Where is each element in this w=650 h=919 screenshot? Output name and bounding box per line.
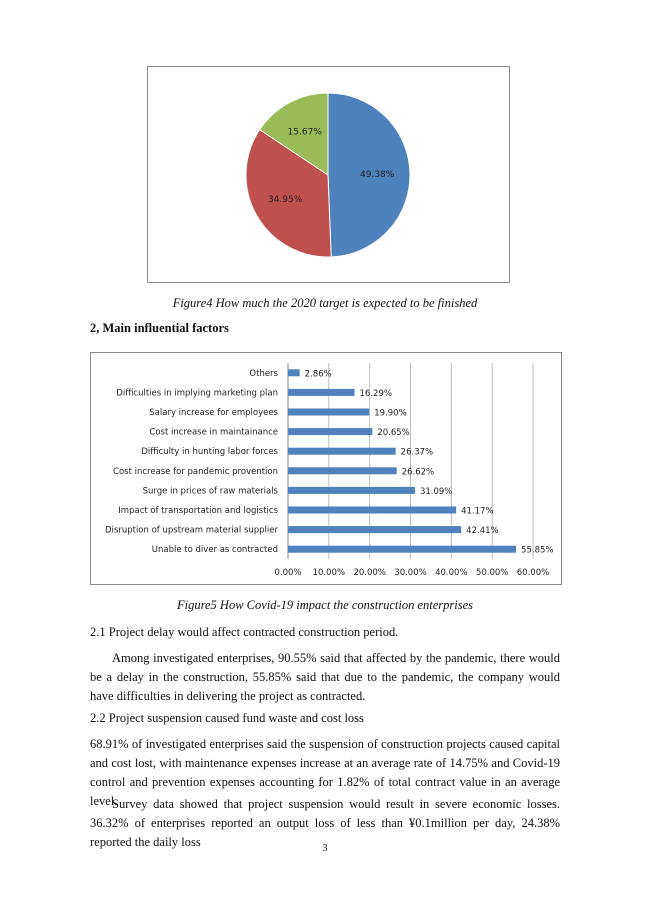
bar: [288, 369, 300, 377]
figure4-caption: Figure4 How much the 2020 target is expe…: [172, 296, 478, 310]
category-label: Unable to diver as contracted: [152, 545, 278, 555]
data-label: 20.65%: [377, 428, 409, 438]
bar: [288, 545, 517, 553]
bar-chart-frame: 0.00% 10.00% 20.00% 30.00% 40.00% 50.00% 60.00…: [90, 352, 562, 585]
category-label: Salary increase for employees: [149, 408, 278, 418]
x-tick-label: 40.00%: [435, 568, 467, 578]
data-label: 41.17%: [461, 507, 493, 517]
x-tick-label: 20.00%: [353, 568, 385, 578]
section-heading: 2, Main influential factors: [90, 321, 229, 335]
paragraph-2-1: 2.1 Project delay would affect contracte…: [90, 625, 399, 639]
category-label: Disruption of upstream material supplier: [105, 526, 279, 536]
category-label: Surge in prices of raw materials: [143, 486, 279, 496]
data-label: 31.09%: [420, 487, 452, 497]
pie-slice: [327, 92, 411, 258]
figure5-caption: Figure5 How Covid-19 impact the construc…: [176, 598, 474, 612]
pie-slice-label: 15.67%: [288, 128, 323, 138]
bar: [288, 467, 397, 475]
pie-chart-frame: 49.38% 34.95% 15.67%: [147, 66, 510, 283]
bar: [288, 388, 355, 396]
category-label: Cost increase for pandemic provention: [113, 467, 278, 477]
x-tick-label: 0.00%: [274, 568, 301, 578]
bar-chart: 0.00% 10.00% 20.00% 30.00% 40.00% 50.00% 60.00…: [105, 363, 553, 578]
bar: [288, 486, 415, 494]
bar: [288, 428, 373, 436]
pie-chart: 49.38% 34.95% 15.67%: [245, 92, 411, 258]
paragraph-2-2: 2.2 Project suspension caused fund waste…: [90, 711, 364, 725]
data-label: 2.86%: [305, 369, 332, 379]
category-label: Impact of transportation and logistics: [118, 506, 278, 516]
page-number: 3: [322, 843, 328, 854]
pie-slice: [258, 92, 329, 176]
bar: [288, 526, 462, 534]
paragraph-delay: Among investigated enterprises, 90.55% s…: [90, 651, 560, 703]
category-label: Cost increase in maintainance: [149, 428, 278, 438]
x-tick-label: 50.00%: [476, 568, 508, 578]
paragraph-survey: Survey data showed that project suspensi…: [90, 797, 560, 849]
category-label: Difficulty in hunting labor forces: [141, 447, 278, 457]
data-label: 26.62%: [402, 467, 434, 477]
bar: [288, 408, 370, 416]
pie-slice-label: 34.95%: [268, 195, 303, 205]
paragraph-suspension: 68.91% of investigated enterprises said …: [90, 737, 560, 808]
data-label: 16.29%: [360, 389, 392, 399]
bar: [288, 447, 396, 455]
data-label: 42.41%: [466, 526, 498, 536]
category-label: Others: [249, 369, 278, 379]
x-tick-label: 60.00%: [517, 568, 549, 578]
pie-slice-label: 49.38%: [360, 170, 395, 180]
bar: [288, 506, 457, 514]
x-tick-label: 30.00%: [394, 568, 426, 578]
data-label: 55.85%: [521, 546, 553, 556]
x-tick-label: 10.00%: [313, 568, 345, 578]
data-label: 19.90%: [374, 409, 406, 419]
pie-slice: [245, 128, 332, 258]
data-label: 26.37%: [401, 448, 433, 458]
category-label: Difficulties in implying marketing plan: [116, 388, 278, 398]
